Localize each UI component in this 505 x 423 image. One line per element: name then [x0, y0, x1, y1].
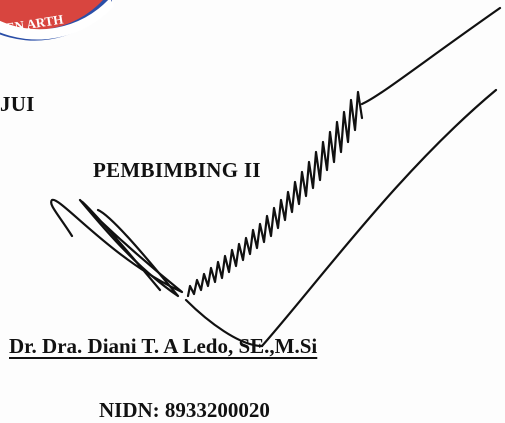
signature-loop-right: [78, 198, 180, 298]
seal-inner-band: [0, 0, 103, 30]
seal-stamp: EN ARTH: [0, 0, 114, 41]
approval-heading-fragment: JUI: [0, 92, 35, 116]
signature-top-stroke: [360, 6, 502, 106]
signature-zigzag: [186, 90, 364, 298]
supervisor-name: Dr. Dra. Diani T. A Ledo, SE.,M.Si: [9, 334, 318, 358]
signature-long-stroke: [260, 88, 498, 348]
seal-white-band: [0, 0, 114, 40]
supervisor-role: PEMBIMBING II: [93, 158, 261, 182]
signature-loop-left: [50, 198, 184, 294]
supervisor-nidn: NIDN: 8933200020: [99, 398, 270, 422]
